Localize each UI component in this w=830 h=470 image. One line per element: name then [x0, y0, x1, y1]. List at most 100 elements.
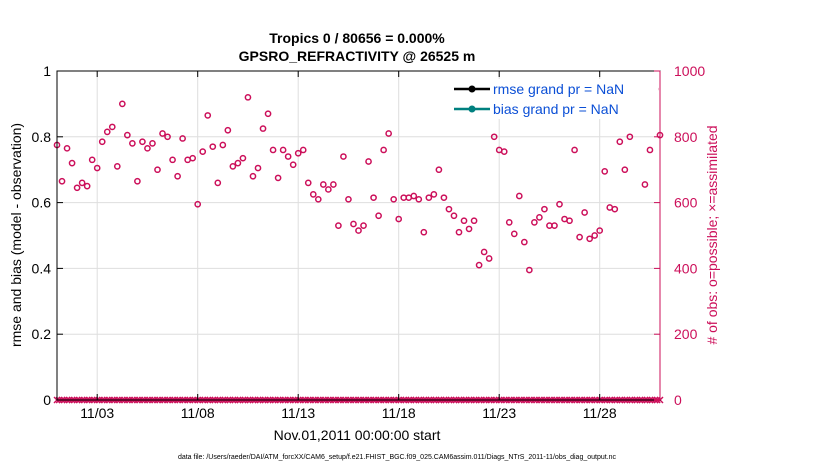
possible-obs-point	[450, 212, 458, 220]
possible-obs-point	[531, 218, 538, 226]
y-right-tick-label: 600	[674, 195, 698, 211]
y-axis-left-ticks: 0 0.2 0.4 0.6 0.8 1	[32, 63, 63, 408]
possible-obs-series	[53, 85, 664, 274]
possible-obs-point	[88, 156, 96, 164]
data-file-footnote: data file: /Users/raeder/DAI/ATM_forcXX/…	[178, 454, 617, 461]
possible-obs-point	[83, 182, 91, 190]
possible-obs-point	[78, 179, 86, 187]
y-left-tick-label: 0.8	[32, 129, 52, 145]
possible-obs-point	[284, 153, 292, 160]
possible-obs-point	[314, 195, 322, 203]
possible-obs-point	[541, 205, 548, 213]
y-axis-right-ticks: 0 200 400 600 800 1000	[654, 63, 705, 408]
possible-obs-point	[410, 192, 418, 200]
y-left-tick-label: 0	[43, 392, 51, 408]
possible-obs-point	[350, 220, 357, 228]
possible-obs-point	[194, 200, 202, 208]
plot-frame	[56, 70, 661, 401]
possible-obs-point	[626, 133, 634, 141]
possible-obs-point	[596, 227, 604, 234]
possible-obs-point	[330, 181, 337, 188]
possible-obs-point	[63, 144, 71, 152]
possible-obs-point	[229, 163, 237, 170]
possible-obs-point	[611, 205, 619, 213]
possible-obs-point	[360, 222, 367, 229]
possible-obs-point	[551, 222, 558, 229]
possible-obs-point	[355, 227, 362, 234]
possible-obs-point	[505, 218, 513, 226]
possible-obs-point	[224, 126, 232, 134]
possible-obs-point	[129, 140, 136, 147]
possible-obs-point	[73, 184, 81, 192]
x-tick-label: 11/18	[382, 405, 416, 421]
possible-obs-point	[435, 166, 443, 174]
title-block: Tropics 0 / 80656 = 0.000% GPSRO_REFRACT…	[239, 30, 476, 64]
possible-obs-point	[279, 146, 287, 154]
possible-obs-point	[440, 194, 448, 202]
possible-obs-point	[475, 261, 483, 269]
possible-obs-point	[420, 228, 428, 236]
possible-obs-point	[480, 248, 488, 256]
x-tick-label: 11/23	[482, 405, 516, 421]
possible-obs-point	[289, 161, 297, 169]
chart-title-line-1: Tropics 0 / 80656 = 0.000%	[269, 30, 445, 46]
y-axis-right-label: # of obs: o=possible; ×=assimilated	[704, 125, 720, 344]
possible-obs-point	[395, 215, 403, 223]
possible-obs-point	[490, 133, 498, 141]
possible-obs-point	[149, 140, 156, 147]
y-right-tick-label: 800	[674, 129, 698, 145]
possible-obs-point	[93, 164, 101, 172]
possible-obs-point	[641, 181, 649, 188]
legend-rmse-label: rmse grand pr = NaN	[493, 81, 624, 97]
legend-bias-label: bias grand pr = NaN	[493, 101, 619, 117]
legend: rmse grand pr = NaN bias grand pr = NaN	[454, 79, 658, 119]
possible-obs-point	[520, 238, 528, 246]
possible-obs-point	[103, 128, 111, 136]
possible-obs-point	[591, 232, 599, 239]
possible-obs-point	[370, 194, 377, 202]
y-right-tick-label: 400	[674, 260, 698, 276]
y-right-tick-label: 0	[674, 392, 682, 408]
possible-obs-point	[214, 179, 222, 187]
possible-obs-point	[309, 191, 317, 198]
y-left-tick-label: 1	[43, 63, 51, 79]
possible-obs-point	[244, 93, 252, 101]
possible-obs-point	[159, 130, 166, 137]
possible-obs-point	[154, 166, 161, 174]
possible-obs-point	[460, 217, 468, 225]
possible-obs-point	[566, 217, 573, 225]
possible-obs-point	[616, 138, 624, 146]
possible-obs-point	[209, 143, 217, 151]
possible-obs-point	[485, 255, 493, 262]
possible-obs-point	[134, 177, 141, 185]
y-left-tick-label: 0.6	[32, 195, 52, 211]
possible-obs-point	[239, 154, 247, 162]
possible-obs-point	[164, 133, 171, 141]
possible-obs-point	[124, 131, 131, 139]
possible-obs-point	[556, 200, 563, 208]
x-axis-ticks: 11/03 11/08 11/13 11/18 11/23 11/28	[80, 71, 617, 421]
possible-obs-point	[304, 179, 312, 187]
x-axis-label: Nov.01,2011 00:00:00 start	[274, 427, 441, 443]
possible-obs-point	[430, 191, 438, 198]
possible-obs-point	[58, 177, 66, 185]
legend-rmse-marker	[468, 85, 476, 93]
possible-obs-point	[269, 146, 277, 154]
possible-obs-point	[113, 163, 121, 170]
possible-obs-point	[445, 205, 453, 213]
possible-obs-point	[68, 159, 76, 167]
possible-obs-point	[108, 123, 116, 131]
possible-obs-point	[380, 146, 387, 154]
possible-obs-point	[179, 135, 186, 142]
possible-obs-point	[465, 225, 473, 233]
possible-obs-point	[581, 209, 588, 216]
possible-obs-point	[375, 212, 382, 220]
y-right-tick-label: 200	[674, 326, 698, 342]
possible-obs-point	[189, 154, 197, 162]
possible-obs-point	[415, 195, 423, 203]
possible-obs-point	[586, 235, 594, 243]
possible-obs-point	[621, 166, 629, 174]
possible-obs-point	[601, 167, 609, 175]
possible-obs-point	[319, 181, 327, 188]
possible-obs-point	[249, 172, 257, 180]
